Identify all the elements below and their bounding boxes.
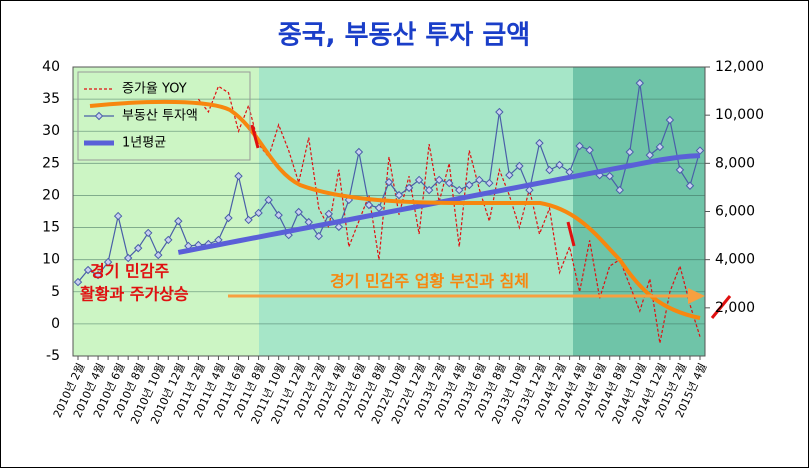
marker	[545, 165, 554, 175]
marker	[93, 270, 103, 280]
marker	[505, 170, 514, 180]
marker	[515, 161, 524, 171]
y2-tick-label: 8,000	[715, 155, 755, 171]
marker	[495, 107, 504, 117]
marker	[695, 146, 705, 155]
marker	[645, 150, 655, 160]
marker	[535, 138, 544, 148]
marker	[434, 175, 444, 185]
arrow	[566, 221, 576, 247]
phase-bg	[259, 67, 573, 356]
marker	[625, 147, 634, 157]
y-tick-label: 20	[42, 187, 60, 203]
marker	[685, 181, 695, 190]
arrow	[250, 124, 260, 149]
y2-tick-label: 12,000	[715, 59, 764, 75]
marker	[224, 213, 233, 223]
arrow	[710, 295, 732, 319]
chart-title: 중국, 부동산 투자 금액	[278, 21, 530, 51]
marker	[154, 250, 163, 260]
y2-tick-label: 2,000	[715, 300, 755, 316]
phase-bg	[73, 67, 259, 356]
marker	[615, 185, 624, 195]
marker	[444, 178, 454, 188]
marker	[73, 277, 83, 287]
y-tick-label: 25	[42, 155, 60, 171]
marker	[384, 177, 394, 187]
series-line	[197, 85, 701, 344]
annotation: 경기 민감주 업황 부진과 침체	[330, 272, 529, 291]
marker	[455, 185, 464, 195]
marker	[475, 175, 484, 185]
marker	[605, 171, 614, 181]
marker	[555, 160, 564, 170]
annotation: 활황과 주가상승	[80, 285, 189, 304]
marker	[585, 145, 594, 155]
marker	[485, 178, 494, 188]
marker	[635, 78, 645, 88]
trend-curve	[89, 99, 701, 320]
marker	[123, 253, 133, 263]
y-tick-label: 15	[42, 220, 60, 236]
marker	[264, 195, 273, 205]
marker	[675, 165, 685, 175]
y-tick-label: -5	[46, 348, 60, 364]
marker	[83, 265, 93, 275]
annotation: 경기 민감주	[90, 262, 169, 281]
marker	[414, 175, 424, 185]
marker	[354, 147, 364, 157]
marker	[244, 215, 253, 225]
marker	[314, 231, 323, 241]
marker	[324, 209, 334, 219]
y2-tick-label: 6,000	[715, 204, 755, 220]
marker	[525, 185, 534, 195]
marker	[404, 183, 414, 193]
legend-marker	[94, 111, 104, 121]
marker	[665, 115, 675, 125]
y-tick-label: 35	[42, 91, 60, 107]
legend-label: 증가율 YOY	[122, 82, 187, 97]
marker	[113, 211, 123, 221]
marker	[334, 222, 344, 232]
marker	[655, 142, 665, 152]
marker	[103, 257, 113, 267]
marker	[133, 243, 143, 253]
marker	[254, 208, 263, 218]
marker	[465, 180, 474, 190]
y-tick-label: 0	[51, 316, 60, 332]
marker	[294, 207, 303, 217]
legend-box	[77, 71, 251, 161]
marker	[234, 171, 243, 181]
y-tick-label: 10	[42, 252, 60, 268]
y2-tick-label: 10,000	[715, 107, 764, 123]
y-tick-label: 40	[42, 59, 60, 75]
marker	[364, 200, 374, 210]
y2-tick-label: 4,000	[715, 252, 755, 268]
marker	[394, 190, 404, 200]
arrow-head	[688, 288, 705, 304]
legend-label: 1년평균	[122, 136, 166, 151]
y-tick-label: 30	[42, 123, 60, 139]
marker	[174, 216, 183, 226]
y-tick-label: 5	[51, 284, 60, 300]
marker	[274, 210, 283, 220]
marker	[164, 235, 173, 245]
marker	[424, 185, 434, 195]
marker	[575, 141, 584, 151]
marker	[144, 228, 153, 238]
legend-label: 부동산 투자액	[122, 109, 198, 124]
